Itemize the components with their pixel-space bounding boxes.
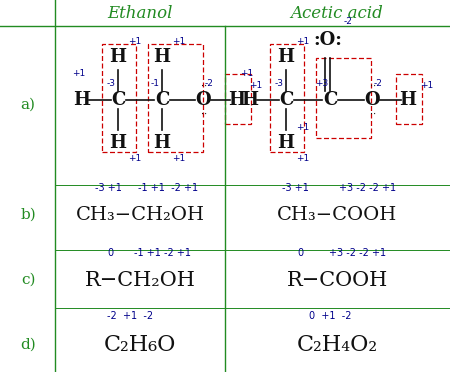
Text: H: H: [153, 48, 171, 66]
Text: C₂H₄O₂: C₂H₄O₂: [297, 334, 378, 356]
Text: a): a): [21, 98, 36, 112]
Text: d): d): [20, 338, 36, 352]
Text: 0: 0: [297, 248, 303, 258]
Bar: [316, 58, 371, 138]
Text: R−CH₂OH: R−CH₂OH: [85, 270, 195, 289]
Text: +1: +1: [296, 123, 309, 132]
Text: +1: +1: [420, 81, 433, 90]
Text: 0  +1  -2: 0 +1 -2: [309, 311, 351, 321]
Bar: [270, 44, 304, 152]
Text: H: H: [278, 134, 294, 152]
Text: c): c): [21, 273, 35, 287]
Bar: [102, 44, 136, 152]
Text: H: H: [400, 91, 417, 109]
Text: ⋅⋅: ⋅⋅: [201, 109, 207, 119]
Bar: [396, 74, 422, 124]
Text: +1: +1: [240, 69, 254, 78]
Text: H: H: [242, 91, 258, 109]
Text: R−COOH: R−COOH: [286, 270, 387, 289]
Text: +3 -2 -2 +1: +3 -2 -2 +1: [339, 183, 396, 193]
Text: +3: +3: [315, 79, 328, 88]
Text: -2: -2: [205, 79, 214, 88]
Bar: [225, 74, 251, 124]
Text: +1: +1: [172, 154, 185, 163]
Text: +1: +1: [128, 37, 141, 46]
Text: -2: -2: [344, 17, 353, 26]
Text: -1: -1: [151, 79, 160, 88]
Text: +1: +1: [249, 81, 262, 90]
Text: ⋅⋅: ⋅⋅: [201, 81, 207, 91]
Text: -3: -3: [275, 79, 284, 88]
Text: H: H: [278, 48, 294, 66]
Text: CH₃−COOH: CH₃−COOH: [277, 206, 397, 224]
Text: C: C: [111, 91, 125, 109]
Text: -1 +1 -2 +1: -1 +1 -2 +1: [135, 248, 192, 258]
Text: +1: +1: [296, 37, 309, 46]
Text: O: O: [364, 91, 380, 109]
Text: -3: -3: [107, 79, 116, 88]
Text: ⋅⋅: ⋅⋅: [370, 109, 376, 119]
Text: H: H: [229, 91, 246, 109]
Text: H: H: [153, 134, 171, 152]
Text: -3 +1: -3 +1: [94, 183, 122, 193]
Text: O: O: [195, 91, 211, 109]
Text: -2: -2: [374, 79, 383, 88]
Text: +1: +1: [172, 37, 185, 46]
Text: Acetic acid: Acetic acid: [291, 4, 383, 22]
Text: -1 +1  -2 +1: -1 +1 -2 +1: [138, 183, 198, 193]
Text: +1: +1: [296, 154, 309, 163]
Text: H: H: [109, 134, 126, 152]
Text: -3 +1: -3 +1: [282, 183, 308, 193]
Text: +3 -2 -2 +1: +3 -2 -2 +1: [329, 248, 387, 258]
Text: -2  +1  -2: -2 +1 -2: [107, 311, 153, 321]
Text: C: C: [279, 91, 293, 109]
Text: H: H: [73, 91, 90, 109]
Text: +1: +1: [72, 69, 86, 78]
Text: C₂H₆O: C₂H₆O: [104, 334, 176, 356]
Text: b): b): [20, 208, 36, 222]
Text: +1: +1: [128, 154, 141, 163]
Text: 0: 0: [107, 248, 113, 258]
Text: ⋅⋅: ⋅⋅: [370, 81, 376, 91]
Text: :O:: :O:: [314, 31, 342, 49]
Text: C: C: [155, 91, 169, 109]
Bar: [148, 44, 203, 152]
Text: C: C: [323, 91, 337, 109]
Text: CH₃−CH₂OH: CH₃−CH₂OH: [76, 206, 204, 224]
Text: H: H: [109, 48, 126, 66]
Text: Ethanol: Ethanol: [107, 4, 173, 22]
